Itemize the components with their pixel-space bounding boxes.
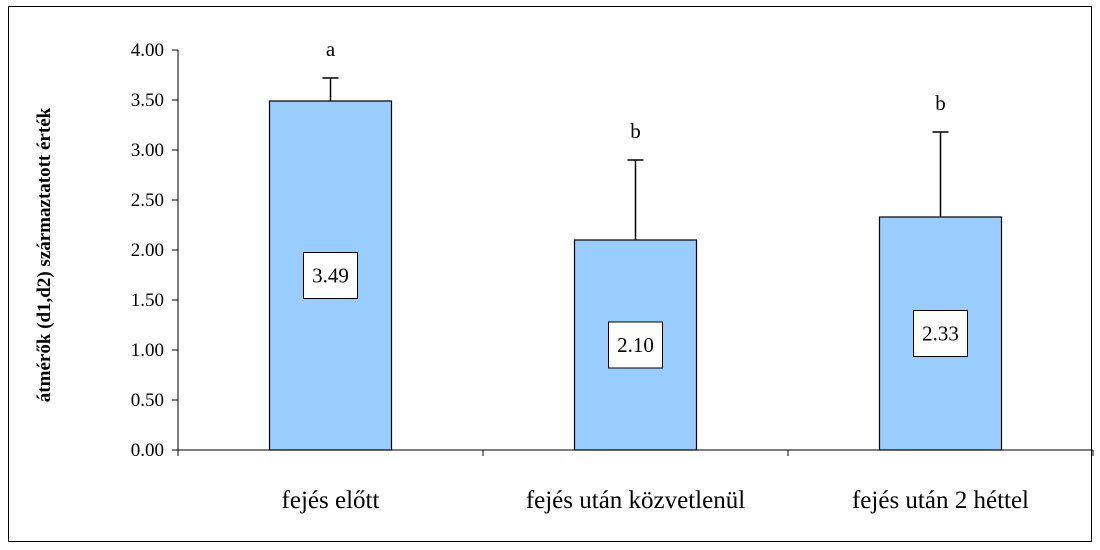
labels: a 3.49 fejés előtt b 2.10 fejés után közvetle… (282, 37, 1030, 514)
y-tick-label: 4.00 (131, 40, 164, 61)
category-label: fejés után közvetlenül (526, 487, 745, 514)
y-tick-label: 3.00 (131, 140, 164, 161)
value-label: 2.33 (922, 322, 959, 346)
value-label: 3.49 (312, 264, 349, 288)
y-tick-label: 2.50 (131, 190, 164, 211)
y-tick-label: 0.00 (131, 440, 164, 461)
y-tick-label: 1.00 (131, 340, 164, 361)
y-axis-title: átmérők (d1,d2) származtatott érték (34, 107, 55, 402)
value-label-box (303, 252, 358, 299)
value-label-box (913, 310, 968, 357)
value-label-box (608, 321, 663, 369)
significance-label: b (935, 91, 946, 115)
y-tick-label: 0.50 (131, 390, 164, 411)
bars (268, 77, 1003, 451)
y-tick-label: 2.00 (131, 240, 164, 261)
y-tick-label: 1.50 (131, 290, 164, 311)
significance-label: b (630, 119, 641, 143)
significance-label: a (326, 37, 336, 61)
y-tick-label: 3.50 (131, 90, 164, 111)
category-label: fejés előtt (282, 487, 380, 514)
value-label: 2.10 (617, 333, 654, 357)
category-label: fejés után 2 héttel (852, 487, 1029, 514)
